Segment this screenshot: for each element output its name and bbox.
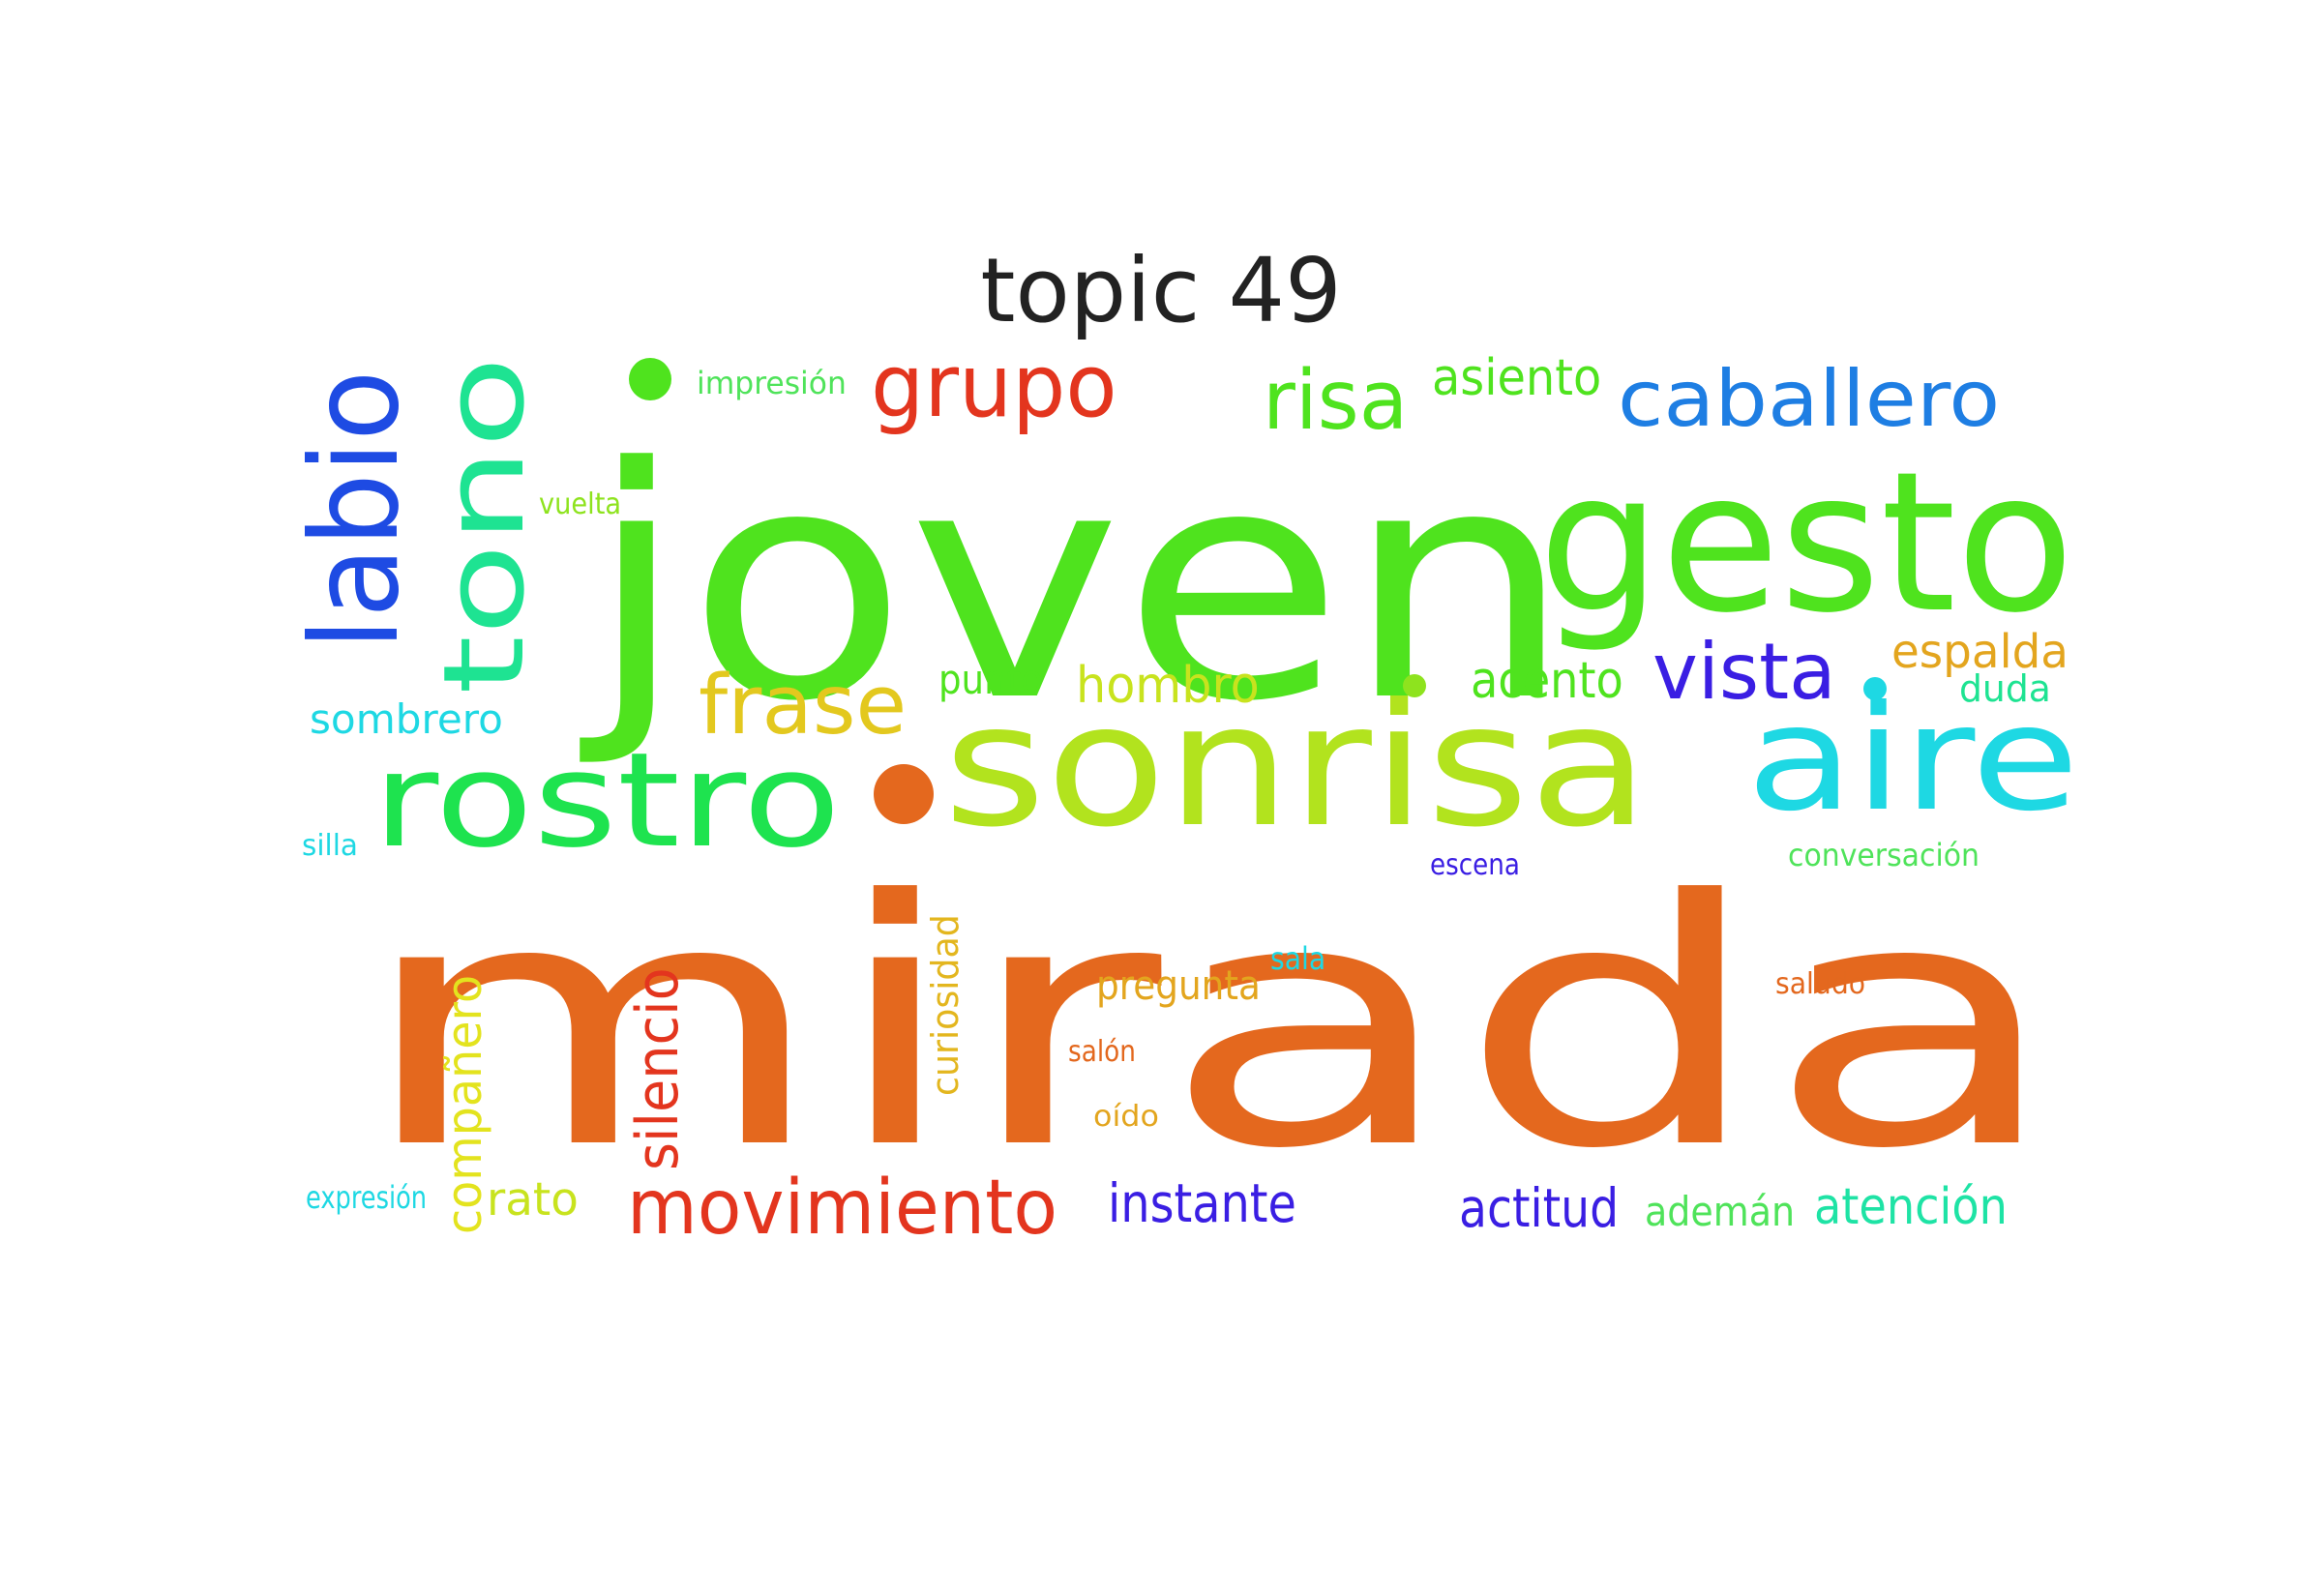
cloud-word: compañero bbox=[436, 974, 492, 1234]
cloud-word: movimiento bbox=[627, 1165, 1058, 1252]
cloud-word: actitud bbox=[1459, 1177, 1620, 1239]
cloud-dot bbox=[629, 358, 671, 400]
chart-title: topic 49 bbox=[980, 239, 1342, 342]
cloud-word: expresión bbox=[306, 1179, 428, 1216]
cloud-word: saludo bbox=[1775, 967, 1866, 1001]
cloud-word: pregunta bbox=[1096, 961, 1261, 1009]
cloud-word: ademán bbox=[1645, 1188, 1796, 1235]
cloud-word: caballero bbox=[1618, 354, 2001, 444]
cloud-word: instante bbox=[1108, 1172, 1296, 1234]
cloud-word: silencio bbox=[624, 967, 692, 1170]
cloud-word: aire bbox=[1746, 675, 2080, 843]
cloud-word: oído bbox=[1093, 1100, 1159, 1134]
cloud-word: escena bbox=[1430, 848, 1520, 882]
cloud-word: frase bbox=[699, 658, 908, 754]
cloud-word: duda bbox=[1959, 667, 2051, 710]
cloud-dot bbox=[1403, 674, 1426, 697]
cloud-word: impresión bbox=[697, 365, 847, 401]
cloud-word: silla bbox=[302, 829, 358, 863]
cloud-word: labio bbox=[285, 369, 426, 650]
cloud-word: curiosidad bbox=[924, 914, 967, 1096]
cloud-word: sonrisa bbox=[943, 668, 1650, 865]
cloud-word: hombro bbox=[1076, 657, 1260, 715]
cloud-word: acento bbox=[1471, 652, 1623, 710]
cloud-word: mirada bbox=[356, 828, 2063, 1223]
cloud-word: tono bbox=[420, 356, 550, 695]
cloud-word: espalda bbox=[1891, 625, 2069, 679]
cloud-dot bbox=[874, 764, 934, 824]
cloud-word: asiento bbox=[1432, 349, 1602, 407]
cloud-word: atención bbox=[1814, 1178, 2008, 1236]
cloud-word: gesto bbox=[1538, 430, 2074, 656]
cloud-word: sombrero bbox=[310, 695, 503, 743]
cloud-word: grupo bbox=[871, 336, 1117, 437]
cloud-dot bbox=[1863, 677, 1887, 700]
cloud-word: vuelta bbox=[539, 488, 622, 521]
cloud-word: punto bbox=[938, 656, 1043, 703]
cloud-word: sala bbox=[1270, 940, 1326, 977]
cloud-word: rostro bbox=[372, 724, 842, 876]
cloud-word: conversación bbox=[1788, 837, 1980, 873]
cloud-word: risa bbox=[1263, 353, 1409, 449]
cloud-word: rato bbox=[487, 1173, 579, 1227]
cloud-word: vista bbox=[1652, 627, 1836, 717]
cloud-word: salón bbox=[1068, 1035, 1136, 1069]
